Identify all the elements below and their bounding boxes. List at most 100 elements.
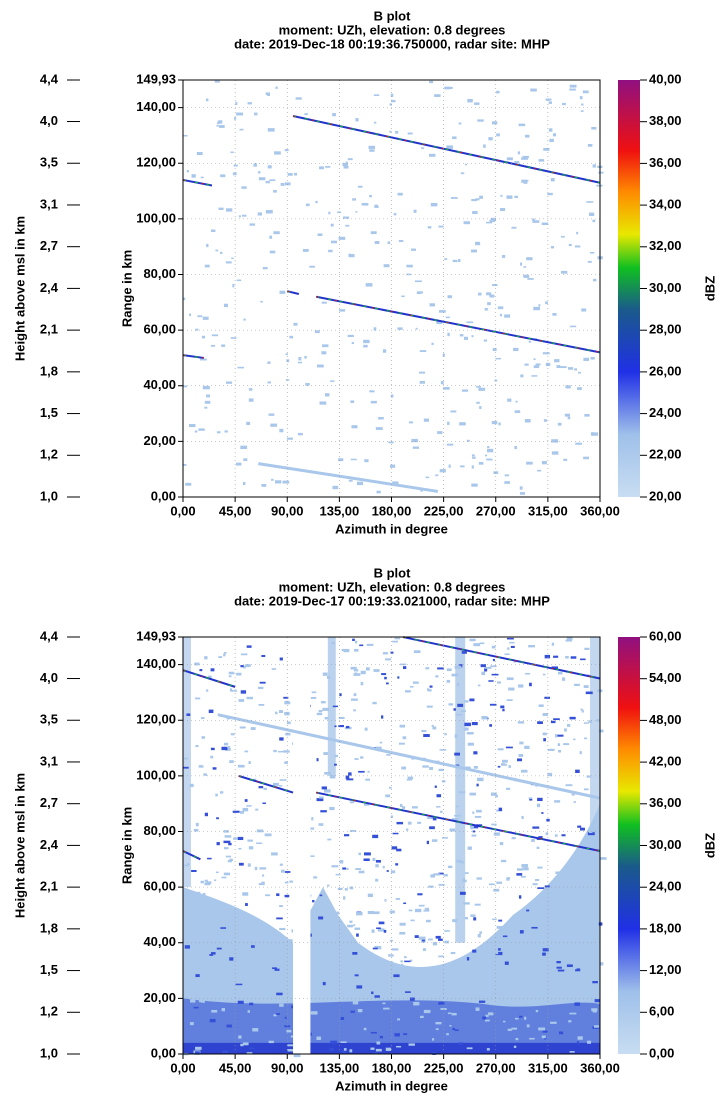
speckle: [446, 668, 452, 672]
speckle: [200, 999, 205, 1003]
speckle: [246, 696, 254, 700]
speckle: [392, 640, 399, 643]
speckle: [475, 1007, 480, 1011]
speckle: [215, 249, 219, 252]
speckle: [396, 848, 402, 852]
speckle: [271, 478, 274, 481]
speckle: [506, 877, 510, 881]
speckle: [403, 1033, 408, 1036]
speckle: [478, 1000, 486, 1003]
speckle: [204, 812, 208, 817]
speckle: [275, 1013, 280, 1015]
speckle: [560, 236, 565, 238]
speckle: [410, 248, 416, 251]
speckle: [470, 824, 474, 828]
speckle: [581, 103, 584, 106]
speckle: [556, 966, 562, 969]
speckle: [550, 987, 554, 990]
speckle: [353, 924, 356, 927]
speckle: [279, 927, 286, 931]
speckle: [253, 163, 257, 167]
speckle: [498, 422, 501, 426]
speckle: [224, 835, 232, 838]
speckle: [226, 208, 233, 212]
speckle: [304, 355, 307, 359]
speckle: [392, 832, 399, 835]
speckle: [233, 117, 237, 120]
speckle: [197, 315, 203, 318]
speckle: [484, 666, 492, 669]
speckle: [521, 815, 524, 820]
colorbar-tick-label: 42,00: [649, 754, 682, 769]
speckle: [550, 178, 555, 182]
speckle: [472, 949, 477, 953]
speckle: [438, 872, 444, 875]
speckle: [444, 930, 450, 932]
speckle: [302, 249, 309, 252]
speckle: [389, 961, 393, 963]
speckle: [183, 134, 188, 137]
speckle: [479, 195, 483, 199]
speckle: [561, 900, 568, 904]
speckle: [478, 292, 482, 296]
speckle: [443, 387, 450, 390]
speckle: [253, 939, 258, 944]
speckle: [267, 381, 272, 384]
y-tick-label: 149,93: [136, 628, 176, 643]
speckle: [201, 736, 206, 739]
speckle: [324, 771, 332, 775]
speckle: [458, 791, 466, 794]
speckle: [404, 987, 408, 990]
colorbar-tick-label: 12,00: [649, 962, 682, 977]
speckle: [422, 948, 426, 952]
speckle: [537, 721, 543, 725]
speckle: [440, 810, 443, 813]
speckle: [274, 480, 282, 484]
speckle: [225, 261, 232, 264]
speckle: [369, 390, 375, 393]
speckle: [429, 685, 433, 688]
speckle: [349, 886, 354, 890]
speckle: [519, 741, 524, 745]
speckle: [451, 818, 459, 821]
speckle: [529, 682, 532, 687]
speckle: [348, 254, 355, 258]
speckle: [449, 1024, 452, 1027]
speckle: [272, 967, 278, 969]
speckle: [541, 222, 549, 226]
speckle: [247, 839, 253, 842]
x-tick-label: 0,00: [170, 1060, 195, 1075]
speckle: [437, 667, 444, 670]
speckle: [247, 1010, 250, 1013]
speckle: [309, 933, 312, 937]
speckle: [350, 400, 355, 403]
speckle: [563, 743, 570, 746]
speckle: [524, 672, 531, 675]
speckle: [385, 794, 391, 798]
speckle: [441, 837, 449, 839]
speckle: [418, 936, 426, 940]
speckle: [285, 994, 291, 997]
speckle: [336, 992, 340, 995]
speckle: [370, 1031, 377, 1034]
speckle: [353, 669, 359, 672]
speckle: [273, 231, 280, 235]
y-axis-label: Range in km: [119, 250, 134, 327]
speckle: [537, 887, 545, 890]
speckle: [363, 803, 370, 806]
speckle: [562, 922, 568, 926]
speckle: [363, 344, 368, 348]
speckle: [460, 710, 466, 713]
speckle: [533, 365, 540, 369]
speckle: [531, 839, 535, 842]
speckle: [337, 887, 343, 891]
speckle: [237, 764, 245, 768]
speckle: [286, 437, 293, 440]
speckle: [283, 696, 289, 699]
speckle: [349, 920, 353, 923]
speckle: [272, 782, 279, 786]
speckle: [538, 304, 541, 307]
speckle: [399, 931, 406, 935]
speckle: [356, 481, 364, 486]
speckle: [596, 718, 600, 722]
